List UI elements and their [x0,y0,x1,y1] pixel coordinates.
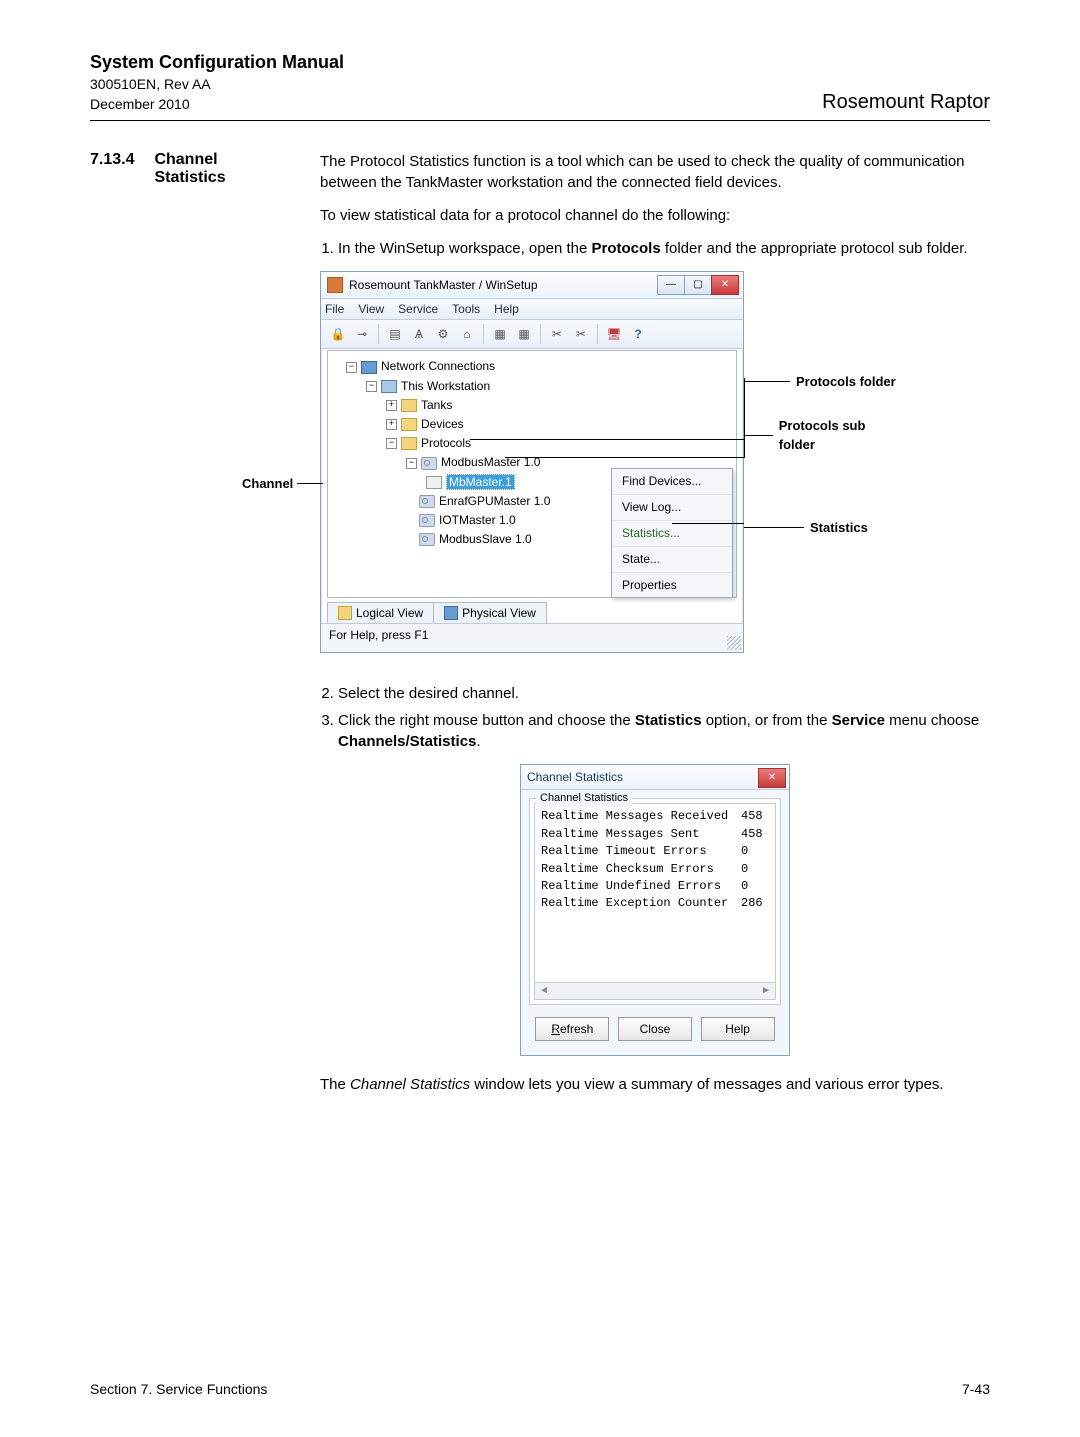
footer-section: Section 7. Service Functions [90,1381,267,1397]
product-name: Rosemount Raptor [822,91,990,114]
channel-statistics-body: Channel Statistics Realtime Messages Rec… [521,790,789,1055]
winsetup-titlebar[interactable]: Rosemount TankMaster / WinSetup — ▢ ✕ [321,272,743,299]
ctx-properties[interactable]: Properties [612,573,732,598]
ctx-view-log[interactable]: View Log... [612,495,732,521]
callout-channel: Channel [242,475,323,493]
toolbar-separator [483,324,484,344]
toolbar-icon[interactable]: ▦ [489,323,511,345]
channel-statistics-titlebar[interactable]: Channel Statistics ✕ [521,765,789,790]
menu-file[interactable]: File [325,301,344,318]
menubar: File View Service Tools Help [321,299,743,320]
stats-row: Realtime Messages Sent458 [541,826,769,843]
figure-winsetup: Rosemount TankMaster / WinSetup — ▢ ✕ Fi… [260,271,900,663]
toolbar-icon[interactable]: ▦ [513,323,535,345]
dialog-buttons: Refresh Close Help [529,1013,781,1047]
doc-id: 300510EN, Rev AA [90,75,344,95]
toolbar-separator [597,324,598,344]
ctx-state[interactable]: State... [612,547,732,573]
header-left: System Configuration Manual 300510EN, Re… [90,50,344,114]
para-closing: The Channel Statistics window lets you v… [320,1074,990,1095]
toolbar-icon[interactable]: ▤ [384,323,406,345]
tree-workstation[interactable]: −This Workstation [332,377,732,396]
tab-physical[interactable]: Physical View [433,602,547,625]
help-button[interactable]: Help [701,1017,775,1041]
toolbar-config-icon[interactable]: ⚙ [432,323,454,345]
close-button[interactable]: ✕ [758,768,786,788]
menu-service[interactable]: Service [398,301,438,318]
refresh-button[interactable]: Refresh [535,1017,609,1041]
toolbar-separator [540,324,541,344]
window-buttons: — ▢ ✕ [658,275,739,295]
close-button[interactable]: Close [618,1017,692,1041]
section-body: The Protocol Statistics function is a to… [320,151,990,1107]
horizontal-scrollbar[interactable]: ◄► [534,983,776,1000]
resize-grip-icon[interactable] [727,636,741,650]
maximize-button[interactable]: ▢ [684,275,712,295]
callout-line [470,439,744,441]
callout-line [744,422,746,458]
tree-tanks[interactable]: +Tanks [332,396,732,415]
step-1: In the WinSetup workspace, open the Prot… [338,238,990,259]
tree-root[interactable]: −Network Connections [332,357,732,376]
menu-tools[interactable]: Tools [452,301,480,318]
app-icon [327,277,343,293]
toolbar-monitor-icon[interactable]: 🖥 [603,323,625,345]
callout-protocols-folder: Protocols folder [744,373,896,391]
toolbar: 🔒 ⊸ ▤ Ѧ ⚙ ⌂ ▦ ▦ ✂ ✂ 🖥 ? [321,320,743,349]
tree-protocols[interactable]: −Protocols [332,434,732,453]
context-menu: Find Devices... View Log... Statistics..… [611,468,733,598]
stats-row: Realtime Timeout Errors0 [541,843,769,860]
step-2: Select the desired channel. [338,683,990,704]
callout-protocols-subfolder: Protocols sub folder [744,417,900,453]
para-intro: The Protocol Statistics function is a to… [320,151,990,193]
view-tabs: Logical View Physical View [327,602,546,625]
winsetup-title: Rosemount TankMaster / WinSetup [349,277,538,294]
toolbar-help-icon[interactable]: ? [627,323,649,345]
stats-row: Realtime Checksum Errors0 [541,861,769,878]
tab-logical[interactable]: Logical View [327,602,434,625]
toolbar-separator [378,324,379,344]
page-header: System Configuration Manual 300510EN, Re… [90,50,990,121]
toolbar-key-icon[interactable]: ⊸ [351,323,373,345]
close-button[interactable]: ✕ [711,275,739,295]
stats-row: Realtime Exception Counter286 [541,895,769,912]
steps-list: In the WinSetup workspace, open the Prot… [338,238,990,259]
toolbar-cut-icon[interactable]: ✂ [546,323,568,345]
minimize-button[interactable]: — [657,275,685,295]
callout-line [505,457,744,459]
doc-date: December 2010 [90,95,344,115]
step-3: Click the right mouse button and choose … [338,710,990,752]
callout-statistics: Statistics [744,519,868,537]
stats-row: Realtime Messages Received458 [541,808,769,825]
section-title: Channel Statistics [154,151,225,187]
toolbar-icon[interactable]: ⌂ [456,323,478,345]
tree-devices[interactable]: +Devices [332,415,732,434]
stats-groupbox: Channel Statistics Realtime Messages Rec… [529,798,781,1005]
doc-title: System Configuration Manual [90,50,344,75]
toolbar-lock-icon[interactable]: 🔒 [327,323,349,345]
para-instructions: To view statistical data for a protocol … [320,205,990,226]
stats-row: Realtime Undefined Errors0 [541,878,769,895]
section-number: 7.13.4 [90,151,150,169]
toolbar-cut-icon[interactable]: ✂ [570,323,592,345]
footer-page: 7-43 [962,1381,990,1397]
menu-help[interactable]: Help [494,301,519,318]
figure-channel-statistics: Channel Statistics ✕ Channel Statistics … [520,764,790,1056]
menu-view[interactable]: View [358,301,384,318]
toolbar-find-icon[interactable]: Ѧ [408,323,430,345]
winsetup-window: Rosemount TankMaster / WinSetup — ▢ ✕ Fi… [320,271,744,653]
callout-line [672,523,744,525]
page-footer: Section 7. Service Functions 7-43 [90,1381,990,1397]
section: 7.13.4 Channel Statistics The Protocol S… [90,151,990,1107]
ctx-find-devices[interactable]: Find Devices... [612,469,732,495]
stats-list: Realtime Messages Received458 Realtime M… [534,803,776,983]
channel-statistics-window: Channel Statistics ✕ Channel Statistics … [520,764,790,1056]
steps-list-cont: Select the desired channel. Click the ri… [338,683,990,752]
status-bar: For Help, press F1 [321,623,743,652]
